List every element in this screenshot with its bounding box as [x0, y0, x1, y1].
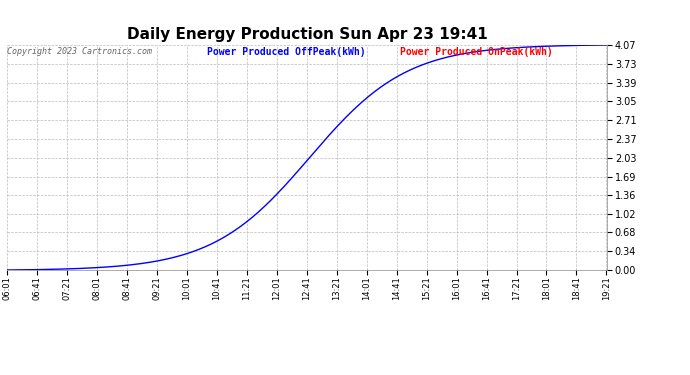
Text: Copyright 2023 Cartronics.com: Copyright 2023 Cartronics.com — [7, 47, 152, 56]
Text: Power Produced OffPeak(kWh): Power Produced OffPeak(kWh) — [207, 47, 366, 57]
Text: Power Produced OnPeak(kWh): Power Produced OnPeak(kWh) — [400, 47, 553, 57]
Title: Daily Energy Production Sun Apr 23 19:41: Daily Energy Production Sun Apr 23 19:41 — [127, 27, 487, 42]
